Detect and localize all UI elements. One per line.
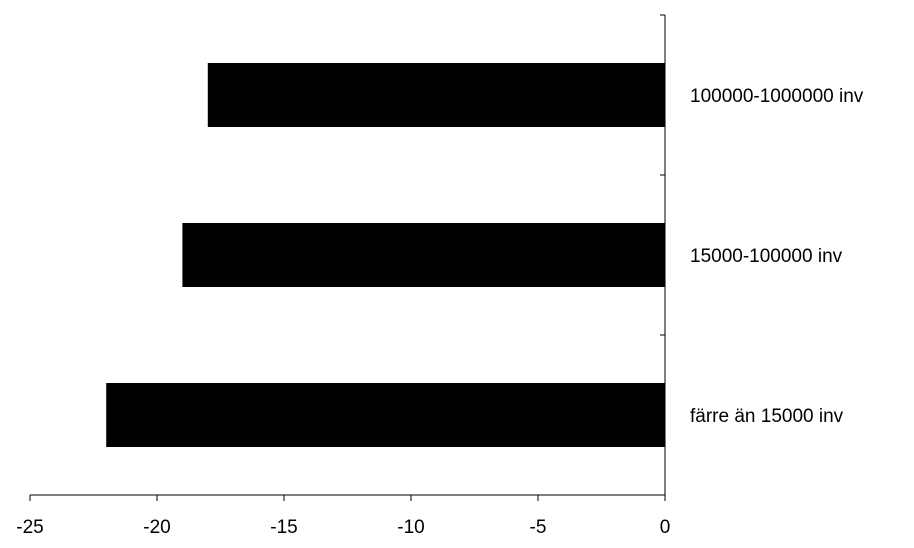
bars-group <box>106 63 666 447</box>
x-tick-label-4: -10 <box>397 517 424 538</box>
axes-group <box>30 15 666 496</box>
x-tick-label-3: -15 <box>270 517 297 538</box>
bar-2 <box>182 223 665 287</box>
category-label-2: 15000-100000 inv <box>690 246 843 267</box>
category-label-1: 100000-1000000 inv <box>690 86 864 107</box>
bar-3 <box>106 383 665 447</box>
x-tick-label-6: 0 <box>660 517 671 538</box>
category-labels-group: 100000-1000000 inv 15000-100000 inv färre … <box>690 86 864 427</box>
bar-1 <box>207 63 666 127</box>
y-ticks-group <box>660 14 665 496</box>
x-tick-label-5: -5 <box>530 517 547 538</box>
x-tick-label-1: -25 <box>16 517 43 538</box>
category-label-3: färre än 15000 inv <box>690 406 844 427</box>
x-tick-label-2: -20 <box>143 517 170 538</box>
x-ticks-group: -25 -20 -15 -10 -5 0 <box>16 495 670 538</box>
